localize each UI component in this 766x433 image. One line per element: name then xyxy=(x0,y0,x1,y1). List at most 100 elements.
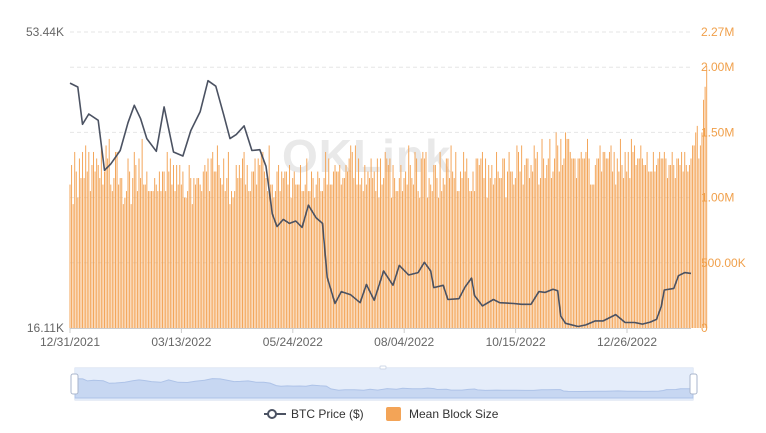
mean-block-size-bar xyxy=(627,151,629,328)
mean-block-size-bar xyxy=(427,197,429,328)
mean-block-size-bar xyxy=(300,165,302,328)
mean-block-size-bar xyxy=(648,171,650,328)
mean-block-size-bar xyxy=(470,191,472,328)
mean-block-size-bar xyxy=(331,184,333,328)
mean-block-size-bar xyxy=(701,132,703,328)
mean-block-size-bar xyxy=(582,158,584,328)
mean-block-size-bar xyxy=(198,178,200,328)
mean-block-size-bar xyxy=(390,197,392,328)
mean-block-size-bar xyxy=(177,184,179,328)
mean-block-size-bar xyxy=(525,158,527,328)
mean-block-size-bar xyxy=(91,165,93,328)
mean-block-size-bar xyxy=(180,184,182,328)
mean-block-size-bar xyxy=(354,145,356,328)
mean-block-size-bar xyxy=(133,151,135,328)
mean-block-size-bar xyxy=(389,158,391,328)
slider-left-handle[interactable] xyxy=(70,373,79,395)
mean-block-size-bar xyxy=(162,171,164,328)
mean-block-size-bar xyxy=(400,165,402,328)
mean-block-size-bar xyxy=(320,191,322,328)
slider-right-handle[interactable] xyxy=(689,373,698,395)
mean-block-size-bar xyxy=(632,151,634,328)
mean-block-size-bar xyxy=(416,158,418,328)
mean-block-size-bar xyxy=(438,197,440,328)
mean-block-size-bar xyxy=(179,165,181,328)
mean-block-size-bar xyxy=(652,151,654,328)
mean-block-size-bar xyxy=(519,171,521,328)
mean-block-size-bar xyxy=(168,171,170,328)
mean-block-size-bar xyxy=(387,165,389,328)
mean-block-size-bar xyxy=(100,145,102,328)
legend-item-mean-block-size[interactable]: Mean Block Size xyxy=(386,407,499,421)
mean-block-size-bar xyxy=(414,151,416,328)
btc-price-line-group xyxy=(69,79,692,328)
mean-block-size-bar xyxy=(698,158,700,328)
mean-block-size-bar xyxy=(500,178,502,328)
mean-block-size-bar xyxy=(293,171,295,328)
mean-block-size-bar xyxy=(188,165,190,328)
mean-block-size-bar xyxy=(494,178,496,328)
mean-block-size-bar xyxy=(326,184,328,328)
data-zoom-slider[interactable] xyxy=(70,365,698,401)
mean-block-size-bar xyxy=(423,158,425,328)
mean-block-size-bar xyxy=(130,204,132,328)
mean-block-size-bar xyxy=(615,184,617,328)
mean-block-size-bar xyxy=(469,191,471,328)
mean-block-size-bar xyxy=(679,165,681,328)
mean-block-size-bar xyxy=(685,165,687,328)
mean-block-size-bar xyxy=(303,191,305,328)
mean-block-size-bar xyxy=(205,171,207,328)
mean-block-size-bar xyxy=(461,178,463,328)
mean-block-size-bar xyxy=(637,158,639,328)
mean-block-size-bar xyxy=(152,191,154,328)
mean-block-size-bar xyxy=(350,145,352,328)
mean-block-size-bar xyxy=(436,178,438,328)
mean-block-size-bar xyxy=(273,197,275,328)
mean-block-size-bar xyxy=(114,151,116,328)
right-axis-tick-label: 2.27M xyxy=(701,25,734,39)
mean-block-size-bar xyxy=(362,191,364,328)
mean-block-size-bar xyxy=(641,158,643,328)
mean-block-size-bar xyxy=(254,158,256,328)
mean-block-size-bar xyxy=(563,158,565,328)
mean-block-size-bar xyxy=(511,171,513,328)
mean-block-size-bar xyxy=(151,191,153,328)
mean-block-size-bar xyxy=(334,165,336,328)
mean-block-size-bar xyxy=(359,184,361,328)
right-axis-tick-label: 1.50M xyxy=(701,125,734,139)
right-axis-tick-label: 0 xyxy=(701,321,708,335)
mean-block-size-bar xyxy=(270,184,272,328)
legend-item-btc-price[interactable]: BTC Price ($) xyxy=(264,407,364,421)
mean-block-size-bar xyxy=(668,165,670,328)
mean-block-size-bar xyxy=(670,165,672,328)
mean-block-size-bar xyxy=(265,178,267,328)
mean-block-size-bar xyxy=(612,171,614,328)
mean-block-size-bar xyxy=(129,171,131,328)
mean-block-size-bar xyxy=(353,178,355,328)
mean-block-size-bar xyxy=(231,191,233,328)
mean-block-size-bar xyxy=(213,171,215,328)
mean-block-size-bar xyxy=(676,158,678,328)
mean-block-size-bar xyxy=(444,184,446,328)
legend-square-icon xyxy=(386,407,401,421)
slider-move-handle[interactable] xyxy=(379,365,387,370)
mean-block-size-bar xyxy=(671,151,673,328)
mean-block-size-bar xyxy=(383,178,385,328)
mean-block-size-bar xyxy=(296,184,298,328)
mean-block-size-bar xyxy=(411,178,413,328)
mean-block-size-bar xyxy=(276,171,278,328)
mean-block-size-bar xyxy=(240,178,242,328)
mean-block-size-bar xyxy=(456,191,458,328)
mean-block-size-bar xyxy=(226,178,228,328)
mean-block-size-bar xyxy=(373,171,375,328)
mean-block-size-bar xyxy=(318,178,320,328)
mean-block-size-bar xyxy=(439,151,441,328)
right-axis-tick-label: 2.00M xyxy=(701,60,734,74)
mean-block-size-bar xyxy=(619,138,621,328)
mean-block-size-bar xyxy=(497,171,499,328)
mean-block-size-bar xyxy=(105,145,107,328)
mean-block-size-bar xyxy=(256,184,258,328)
mean-block-size-bar xyxy=(496,151,498,328)
mean-block-size-bar xyxy=(530,165,532,328)
mean-block-size-bar xyxy=(463,151,465,328)
